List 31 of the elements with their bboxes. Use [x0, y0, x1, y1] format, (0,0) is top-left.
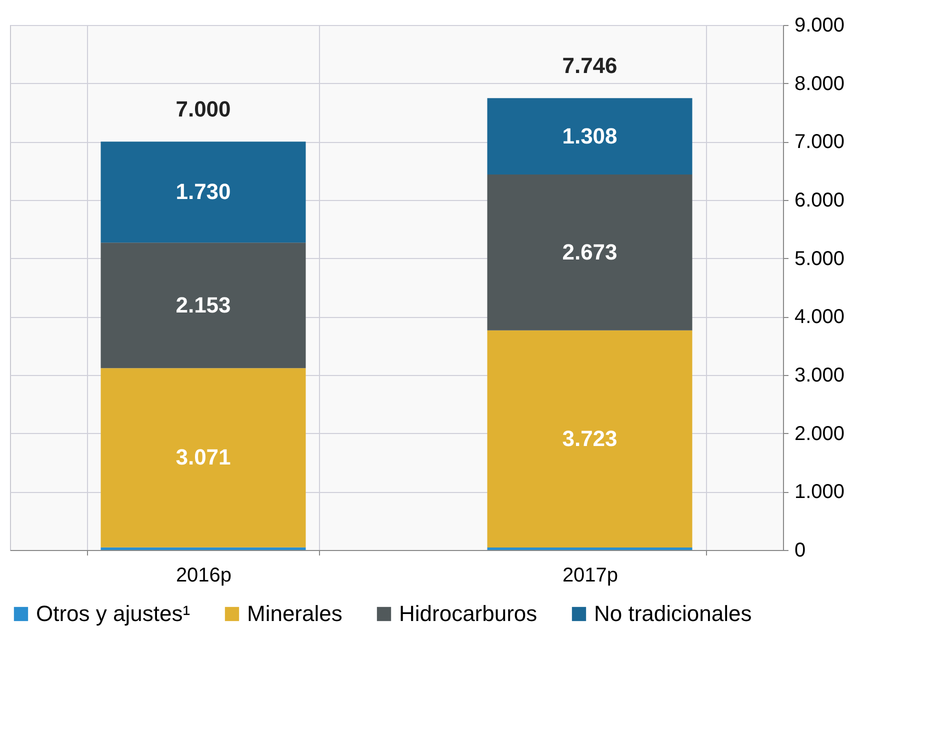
data-label: 2.153: [176, 292, 231, 318]
bar: [100, 242, 306, 368]
data-label: 1.730: [176, 179, 231, 204]
y-tick-label: 1.000: [794, 481, 845, 504]
y-tick-label: 7.000: [794, 131, 845, 154]
x-tick-label: 2017p: [562, 564, 618, 586]
legend-label: Otros y ajustes¹: [36, 601, 190, 626]
bar: [100, 368, 306, 548]
y-tick-label: 0: [794, 540, 806, 562]
bar: [100, 142, 306, 243]
bar: [487, 98, 692, 174]
data-label: 3.071: [176, 444, 231, 470]
legend-label: Minerales: [247, 601, 342, 626]
bar: [100, 547, 306, 550]
legend-label: Hidrocarburos: [399, 601, 538, 626]
y-tick-label: 2.000: [794, 422, 845, 445]
x-tick-label: 2016p: [176, 564, 232, 586]
total-label: 7.000: [176, 96, 231, 122]
data-label: 3.723: [562, 426, 618, 451]
y-tick-label: 9.000: [794, 14, 845, 36]
y-tick-label: 6.000: [794, 190, 845, 212]
y-tick-label: 4.000: [794, 306, 845, 328]
data-label: 1.308: [562, 123, 618, 148]
bar: [487, 330, 692, 548]
bar: [487, 174, 692, 330]
y-tick-label: 8.000: [794, 72, 845, 95]
y-tick-label: 3.000: [794, 364, 845, 386]
total-label: 7.746: [562, 53, 618, 78]
y-tick-label: 5.000: [794, 248, 845, 270]
data-label: 2.673: [562, 239, 618, 264]
legend-label: No tradicionales: [594, 601, 752, 626]
